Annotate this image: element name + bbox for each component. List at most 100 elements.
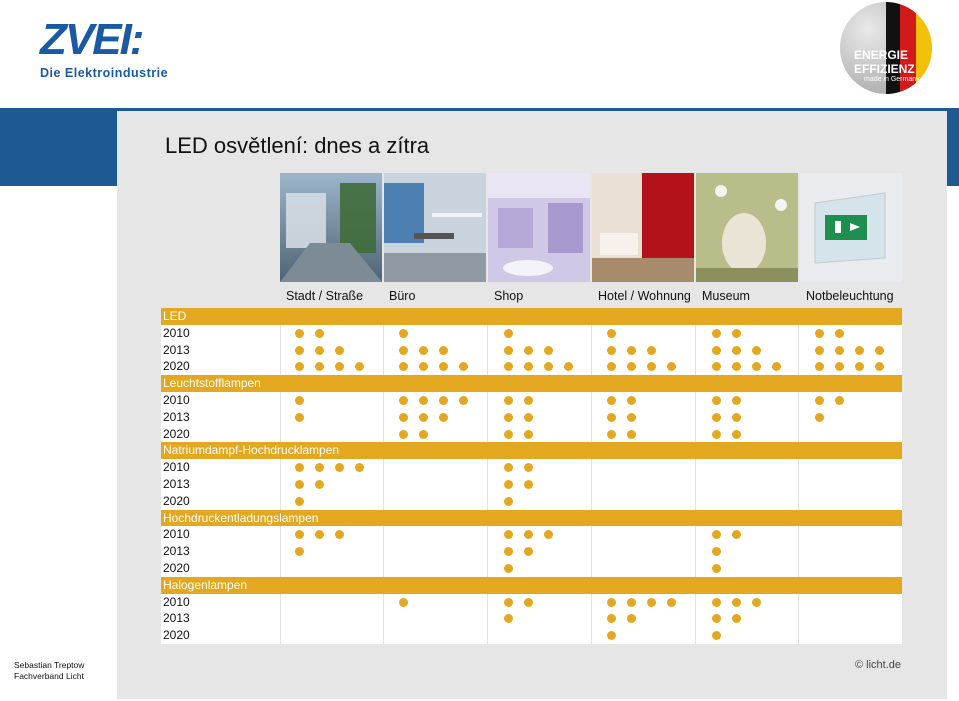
rating-dot — [504, 396, 513, 405]
column-separator — [695, 593, 696, 611]
column-separator — [695, 610, 696, 628]
column-separator — [280, 425, 281, 443]
rating-dot — [544, 530, 553, 540]
column-separator — [798, 492, 799, 510]
logo-wordmark: ZVEI: — [40, 15, 144, 64]
rating-dot — [295, 362, 304, 372]
rating-dot — [524, 362, 533, 372]
rating-dot — [504, 564, 513, 573]
column-separator — [798, 543, 799, 561]
rating-dot — [399, 412, 408, 422]
rating-dot — [712, 597, 721, 607]
rating-dot — [627, 597, 636, 607]
column-separator — [280, 627, 281, 645]
rating-dot — [439, 362, 448, 372]
column-separator — [280, 543, 281, 561]
rating-dot — [355, 362, 364, 372]
column-separator — [487, 459, 488, 477]
column-separator — [695, 358, 696, 376]
column-separator — [280, 341, 281, 359]
rating-dot — [607, 328, 616, 338]
column-separator — [383, 425, 384, 443]
column-separator — [695, 476, 696, 493]
rating-dot — [504, 412, 513, 422]
rating-dot — [607, 597, 616, 607]
column-separator — [798, 610, 799, 628]
column-separator — [487, 476, 488, 493]
rating-dot — [524, 412, 533, 422]
group-header-row: Leuchtstofflampen — [161, 375, 902, 393]
column-separator — [591, 543, 592, 561]
column-separator — [591, 459, 592, 477]
rating-dot — [504, 547, 513, 557]
year-label: 2010 — [163, 527, 190, 542]
column-separator — [487, 492, 488, 510]
year-label: 2020 — [163, 628, 190, 643]
footer-author: Sebastian Treptow — [14, 660, 85, 670]
column-separator — [695, 627, 696, 645]
year-row: 2020 — [161, 358, 902, 376]
rating-dot — [524, 429, 533, 439]
rating-dot — [627, 614, 636, 624]
column-separator — [695, 543, 696, 561]
group-header-row: Halogenlampen — [161, 576, 902, 594]
rating-dot — [524, 396, 533, 405]
rating-dot — [419, 362, 428, 372]
rating-dot — [607, 429, 616, 439]
year-label: 2020 — [163, 561, 190, 575]
column-separator — [695, 324, 696, 342]
rating-dot — [855, 362, 864, 372]
rating-dot — [564, 362, 573, 372]
rating-dot — [459, 396, 468, 405]
zvei-logo: ZVEI: Die Elektroindustrie — [40, 18, 170, 82]
rating-dot — [732, 429, 741, 439]
rating-dot — [295, 463, 304, 473]
year-row: 2010 — [161, 459, 902, 477]
office-photo — [384, 173, 486, 282]
rating-dot — [752, 362, 761, 372]
rating-dot — [732, 362, 741, 372]
rating-dot — [315, 530, 324, 540]
rating-dot — [504, 614, 513, 624]
rating-dot — [712, 631, 721, 641]
group-header-row: Hochdruckentladungslampen — [161, 509, 902, 527]
column-separator — [798, 627, 799, 645]
column-separator — [798, 358, 799, 376]
rating-dot — [835, 396, 844, 405]
year-row: 2013 — [161, 543, 902, 561]
column-separator — [383, 324, 384, 342]
column-separator — [383, 476, 384, 493]
column-separator — [280, 476, 281, 493]
column-separator — [383, 392, 384, 409]
column-separator — [280, 358, 281, 376]
column-separator — [695, 341, 696, 359]
rating-dot — [855, 345, 864, 355]
rating-dot — [732, 396, 741, 405]
column-separator — [591, 476, 592, 493]
year-label: 2020 — [163, 359, 190, 374]
rating-dot — [504, 496, 513, 506]
rating-dot — [732, 530, 741, 540]
rating-dot — [627, 412, 636, 422]
rating-dot — [732, 328, 741, 338]
column-separator — [280, 408, 281, 426]
column-header-street: Stadt / Straße — [286, 289, 364, 303]
column-separator — [383, 492, 384, 510]
column-separator — [487, 392, 488, 409]
column-separator — [383, 543, 384, 561]
column-separator — [280, 610, 281, 628]
rating-dot — [504, 463, 513, 473]
rating-dot — [544, 345, 553, 355]
year-row: 2013 — [161, 476, 902, 493]
rating-dot — [419, 412, 428, 422]
column-separator — [798, 408, 799, 426]
year-row: 2020 — [161, 492, 902, 510]
rating-dot — [627, 429, 636, 439]
rating-dot — [295, 328, 304, 338]
column-separator — [798, 425, 799, 443]
hotel-photo — [592, 173, 694, 282]
column-separator — [591, 425, 592, 443]
rating-dot — [335, 362, 344, 372]
rating-dot — [504, 362, 513, 372]
rating-dot — [399, 597, 408, 607]
